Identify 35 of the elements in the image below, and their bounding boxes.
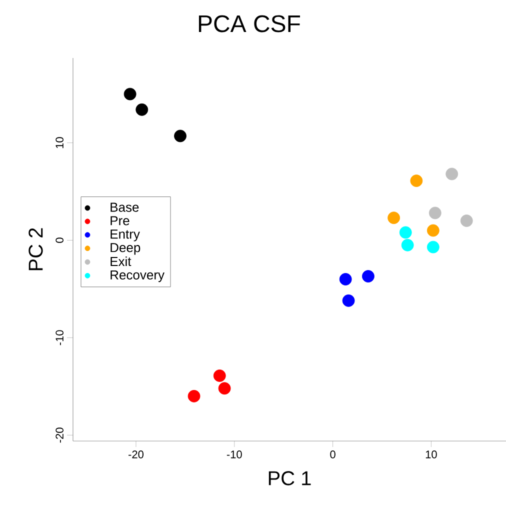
x-tick-label: 0 — [330, 450, 336, 458]
y-axis-title: PC 2 — [28, 228, 43, 270]
point — [188, 390, 200, 402]
point — [218, 382, 231, 395]
point — [136, 103, 148, 116]
y-tick-label: 0 — [56, 238, 64, 243]
legend-label: Base — [110, 202, 139, 212]
point — [460, 214, 473, 227]
y-tick-label: -10 — [56, 330, 64, 346]
point — [426, 240, 440, 254]
legend-label: Deep — [110, 243, 140, 255]
legend-label: Exit — [110, 256, 132, 266]
point — [426, 224, 440, 237]
chart-title: PCA CSF — [198, 15, 300, 32]
x-tick-label: -10 — [226, 450, 242, 458]
legend-label: Recovery — [110, 270, 164, 282]
point — [401, 238, 414, 252]
point — [342, 294, 355, 307]
y-tick-label: 10 — [56, 137, 64, 148]
legend-label: Entry — [110, 230, 140, 242]
x-tick-label: -20 — [128, 450, 144, 458]
legend-label: Pre — [110, 216, 130, 226]
point — [339, 273, 352, 286]
point — [399, 226, 412, 239]
point — [174, 130, 186, 142]
x-axis-title: PC 1 — [268, 471, 311, 486]
point — [428, 206, 442, 220]
point — [362, 270, 374, 282]
point — [388, 212, 400, 224]
point — [446, 168, 458, 180]
point — [124, 88, 136, 100]
y-tick-label: -20 — [56, 428, 64, 443]
point — [410, 174, 423, 187]
x-tick-label: 10 — [426, 450, 437, 458]
point — [213, 370, 226, 382]
